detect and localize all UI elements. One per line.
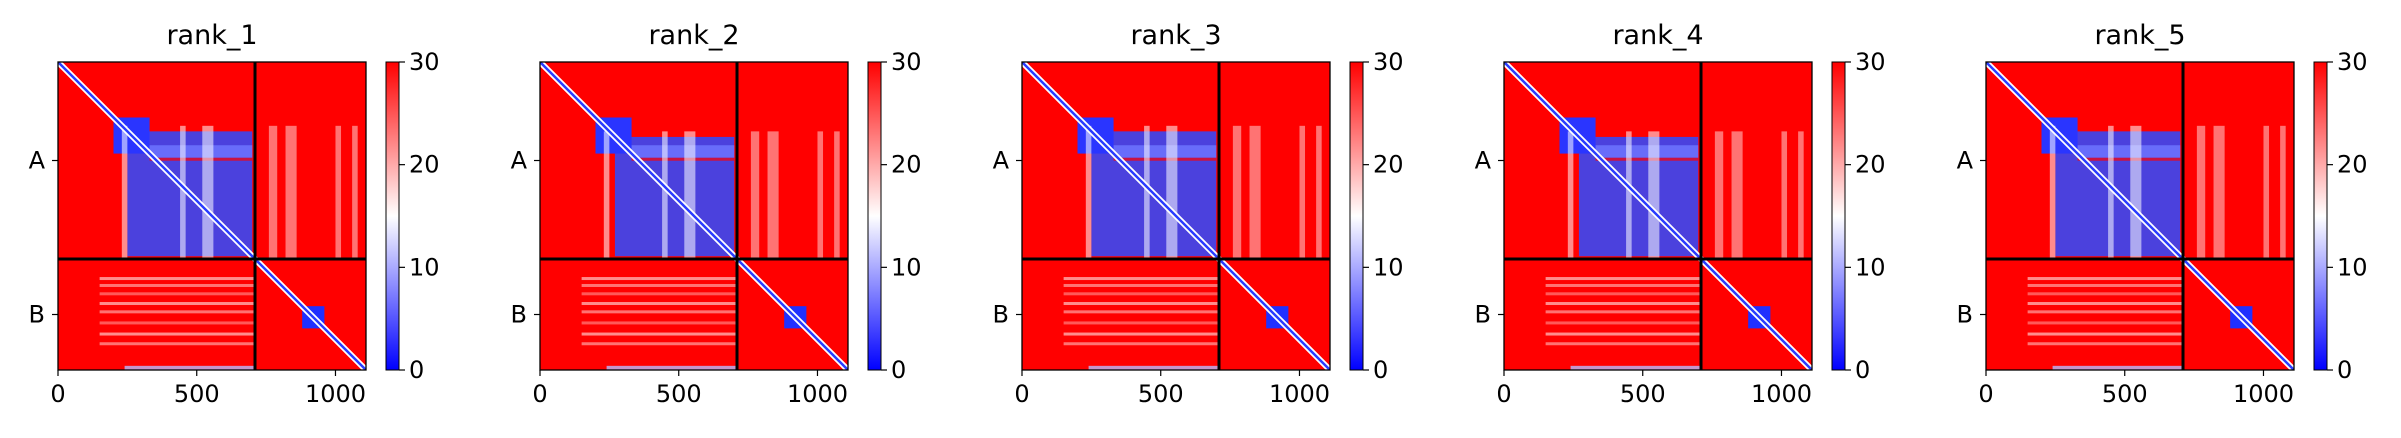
- colorbar-tick-label: 20: [1373, 151, 1404, 179]
- chain-label: A: [1957, 147, 1974, 175]
- colorbar-tick-label: 10: [1373, 253, 1404, 281]
- colorbar-tick-label: 0: [409, 356, 424, 384]
- colorbar: [2313, 61, 2328, 371]
- colorbar: [1831, 61, 1846, 371]
- heatmap-image: [1504, 62, 1812, 370]
- panel-title: rank_4: [1612, 20, 1703, 51]
- chain-label: B: [29, 301, 45, 329]
- x-tick-label: 0: [1978, 380, 1993, 408]
- colorbar-tick-label: 30: [1373, 48, 1404, 76]
- x-tick-label: 0: [532, 380, 547, 408]
- colorbar-tick-label: 10: [891, 253, 922, 281]
- panel-title: rank_2: [648, 20, 739, 51]
- axes-frame: [539, 61, 849, 371]
- x-tick-label: 1000: [787, 380, 848, 408]
- colorbar-tick-label: 0: [891, 356, 906, 384]
- colorbar-tick-label: 0: [1855, 356, 1870, 384]
- heatmap-image: [1986, 62, 2294, 370]
- colorbar-tick-label: 10: [2337, 253, 2368, 281]
- chain-label: B: [1475, 301, 1491, 329]
- axes-frame: [1985, 61, 2295, 371]
- colorbar-tick-label: 0: [2337, 356, 2352, 384]
- x-tick-label: 500: [174, 380, 220, 408]
- chain-label: A: [993, 147, 1010, 175]
- heatmap-panel-2: rank_2 0 500 1000 A B 0 10 20 30: [511, 20, 922, 408]
- chain-label: A: [29, 147, 46, 175]
- x-tick-label: 500: [1138, 380, 1184, 408]
- x-tick-label: 1000: [1269, 380, 1330, 408]
- diagonal-line: [58, 62, 366, 370]
- heatmap-panel-1: rank_1 0 500 1000 A B 0 10 20 30: [29, 20, 440, 408]
- x-tick-label: 0: [1014, 380, 1029, 408]
- axes-frame: [57, 61, 367, 371]
- colorbar: [1349, 61, 1364, 371]
- x-tick-label: 1000: [305, 380, 366, 408]
- colorbar: [385, 61, 400, 371]
- colorbar-tick-label: 10: [1855, 253, 1886, 281]
- colorbar-tick-label: 30: [2337, 48, 2368, 76]
- colorbar-tick-label: 20: [891, 151, 922, 179]
- panel-title: rank_1: [166, 20, 257, 51]
- chain-label: A: [511, 147, 528, 175]
- diagonal-line: [540, 62, 848, 370]
- heatmap-image: [1022, 62, 1330, 370]
- x-tick-label: 1000: [1751, 380, 1812, 408]
- diagonal-line: [1986, 62, 2294, 370]
- chain-a-contact-strip: [631, 145, 735, 158]
- colorbar-tick-label: 30: [409, 48, 440, 76]
- panel-title: rank_5: [2094, 20, 2185, 51]
- chain-a-contact-strip: [2077, 145, 2181, 158]
- x-tick-label: 1000: [2233, 380, 2294, 408]
- axes-frame: [1503, 61, 1813, 371]
- heatmap-panel-3: rank_3 0 500 1000 A B 0 10 20 30: [993, 20, 1404, 408]
- colorbar-tick-label: 20: [2337, 151, 2368, 179]
- heatmap-panel-5: rank_5 0 500 1000 A B 0 10 20 30: [1957, 20, 2368, 408]
- x-tick-label: 0: [1496, 380, 1511, 408]
- diagonal-line: [1022, 62, 1330, 370]
- chain-a-contact-strip: [149, 145, 253, 158]
- colorbar-tick-label: 20: [409, 151, 440, 179]
- chain-label: B: [1957, 301, 1973, 329]
- chain-label: B: [511, 301, 527, 329]
- chain-label: B: [993, 301, 1009, 329]
- x-tick-label: 500: [2102, 380, 2148, 408]
- chain-a-contact-strip: [1595, 145, 1699, 158]
- x-tick-label: 500: [656, 380, 702, 408]
- x-tick-label: 500: [1620, 380, 1666, 408]
- heatmap-panel-4: rank_4 0 500 1000 A B 0 10 20 30: [1475, 20, 1886, 408]
- axes-frame: [1021, 61, 1331, 371]
- chain-label: A: [1475, 147, 1492, 175]
- x-tick-label: 0: [50, 380, 65, 408]
- heatmap-image: [540, 62, 848, 370]
- colorbar-tick-label: 30: [891, 48, 922, 76]
- colorbar-tick-label: 10: [409, 253, 440, 281]
- heatmap-image: [58, 62, 366, 370]
- colorbar: [867, 61, 882, 371]
- diagonal-line: [1504, 62, 1812, 370]
- colorbar-tick-label: 0: [1373, 356, 1388, 384]
- panel-title: rank_3: [1130, 20, 1221, 51]
- colorbar-tick-label: 30: [1855, 48, 1886, 76]
- colorbar-tick-label: 20: [1855, 151, 1886, 179]
- chain-a-contact-strip: [1113, 145, 1217, 158]
